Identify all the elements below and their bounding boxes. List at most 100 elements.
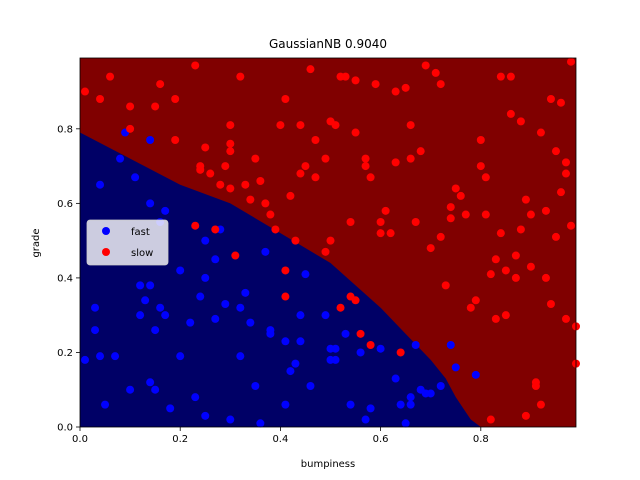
point-slow xyxy=(561,169,570,178)
point-fast xyxy=(136,311,145,320)
point-fast xyxy=(151,326,160,335)
point-slow xyxy=(231,251,240,260)
point-slow xyxy=(401,83,410,92)
point-slow xyxy=(446,203,455,212)
point-slow xyxy=(226,184,235,193)
point-fast xyxy=(246,318,255,327)
point-slow xyxy=(536,128,545,137)
point-fast xyxy=(146,199,155,208)
plot-frame xyxy=(79,57,577,428)
point-slow xyxy=(216,180,225,189)
point-slow xyxy=(261,199,270,208)
point-fast xyxy=(296,311,305,320)
point-fast xyxy=(471,370,480,379)
point-fast xyxy=(411,341,420,349)
point-slow xyxy=(411,218,420,226)
point-slow xyxy=(471,296,480,305)
point-slow xyxy=(486,415,495,424)
point-slow xyxy=(271,225,280,234)
point-fast xyxy=(151,385,160,394)
point-fast xyxy=(236,352,245,361)
point-slow xyxy=(486,270,495,279)
point-slow xyxy=(151,102,160,111)
point-slow xyxy=(506,72,515,81)
point-slow xyxy=(491,255,500,264)
point-fast xyxy=(201,236,210,245)
point-slow xyxy=(371,80,380,89)
point-slow xyxy=(296,121,305,130)
point-slow xyxy=(546,300,555,308)
point-fast xyxy=(241,288,250,297)
point-slow xyxy=(351,128,360,137)
point-slow xyxy=(321,247,330,256)
point-slow xyxy=(171,95,180,103)
point-fast xyxy=(346,400,355,409)
x-tick-label: 0.6 xyxy=(373,434,389,445)
point-fast xyxy=(111,352,120,361)
point-slow xyxy=(226,139,235,148)
point-fast xyxy=(266,329,275,338)
point-slow xyxy=(461,210,470,219)
point-slow xyxy=(481,173,490,182)
point-fast xyxy=(301,270,310,279)
point-slow xyxy=(336,303,345,312)
point-fast xyxy=(81,355,90,364)
point-slow xyxy=(561,314,570,323)
point-slow xyxy=(431,68,440,77)
y-tick-label: 0.8 xyxy=(57,124,73,135)
point-fast xyxy=(101,400,110,409)
point-slow xyxy=(286,191,295,200)
point-fast xyxy=(136,281,145,290)
legend-label-slow: slow xyxy=(131,248,153,259)
point-slow xyxy=(556,188,565,197)
point-fast xyxy=(131,173,140,182)
legend-label-fast: fast xyxy=(131,227,150,238)
point-slow xyxy=(331,121,340,130)
point-slow xyxy=(211,225,220,234)
point-slow xyxy=(81,87,90,96)
point-fast xyxy=(176,352,185,361)
point-slow xyxy=(556,98,565,107)
point-slow xyxy=(476,162,485,171)
point-fast xyxy=(331,355,340,364)
point-fast xyxy=(341,329,350,338)
point-slow xyxy=(171,136,180,144)
x-tick-label: 0.4 xyxy=(272,434,288,445)
point-slow xyxy=(531,382,540,390)
point-fast xyxy=(281,400,290,409)
point-fast xyxy=(156,303,165,312)
point-slow xyxy=(521,195,530,204)
point-slow xyxy=(311,173,320,182)
point-slow xyxy=(241,180,250,189)
point-fast xyxy=(406,393,415,402)
legend: fast slow xyxy=(86,219,169,266)
point-fast xyxy=(291,359,300,368)
point-fast xyxy=(116,154,125,163)
point-slow xyxy=(191,61,200,70)
point-fast xyxy=(376,344,385,353)
point-fast xyxy=(186,318,195,327)
point-slow xyxy=(436,80,445,89)
point-slow xyxy=(516,117,525,126)
point-slow xyxy=(521,411,530,420)
point-fast xyxy=(451,363,460,372)
point-slow xyxy=(321,154,330,163)
point-fast xyxy=(256,419,265,428)
point-fast xyxy=(161,206,170,215)
point-fast xyxy=(286,367,295,376)
point-fast xyxy=(201,273,210,282)
point-slow xyxy=(456,191,465,200)
point-slow xyxy=(441,281,450,290)
point-fast xyxy=(96,180,105,189)
point-slow xyxy=(291,236,300,245)
point-slow xyxy=(196,165,205,174)
point-slow xyxy=(421,61,430,70)
x-axis-label: bumpiness xyxy=(301,459,355,470)
point-slow xyxy=(106,72,115,81)
point-slow xyxy=(551,232,560,241)
point-slow xyxy=(266,210,275,219)
point-fast xyxy=(281,337,290,346)
point-slow xyxy=(541,206,550,215)
point-fast xyxy=(146,378,155,387)
